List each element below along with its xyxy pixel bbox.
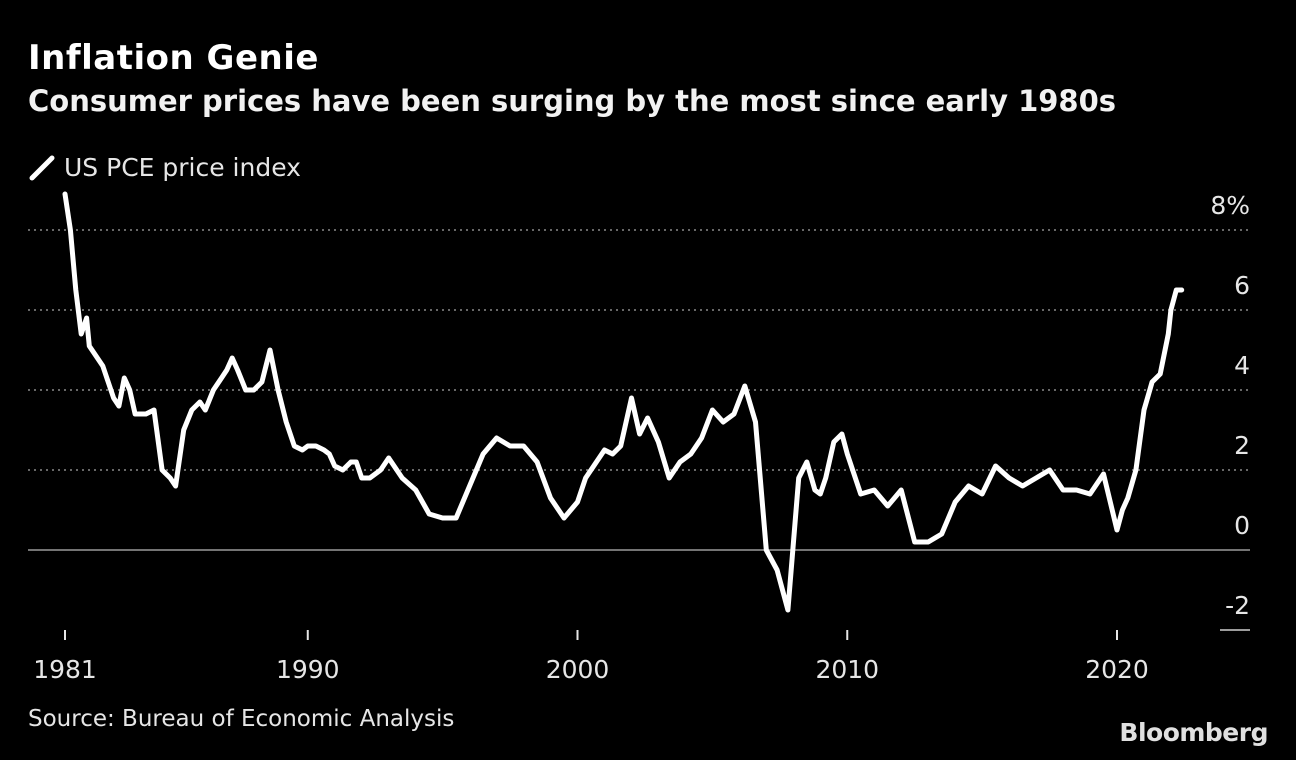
source-note: Source: Bureau of Economic Analysis [28,706,455,732]
y-axis-ticks: 8% 6 4 2 0 -2 [1210,191,1250,620]
y-tick-label: 8% [1210,191,1250,220]
x-tick-label: 1990 [276,655,340,684]
legend-label: US PCE price index [64,152,301,182]
bloomberg-logo: Bloomberg [1119,718,1268,747]
x-tick-label: 1981 [33,655,97,684]
chart-subtitle: Consumer prices have been surging by the… [28,84,1117,118]
y-tick-label: 2 [1234,431,1250,460]
y-tick-label: 6 [1234,271,1250,300]
chart-title: Inflation Genie [28,38,319,78]
y-tick-label: 4 [1234,351,1250,380]
y-tick-label: -2 [1225,591,1250,620]
x-tick-label: 2000 [546,655,610,684]
grid-layer [28,229,1250,631]
x-tick-label: 2010 [815,655,879,684]
series-layer [62,191,1185,613]
chart-legend: US PCE price index [28,150,301,184]
legend-line-swatch [28,150,56,184]
y-tick-label: 0 [1234,511,1250,540]
x-tick-label: 2020 [1085,655,1149,684]
series-line-pce [62,191,1185,613]
x-axis-ticks: 1981 1990 2000 2010 2020 [33,630,1149,684]
